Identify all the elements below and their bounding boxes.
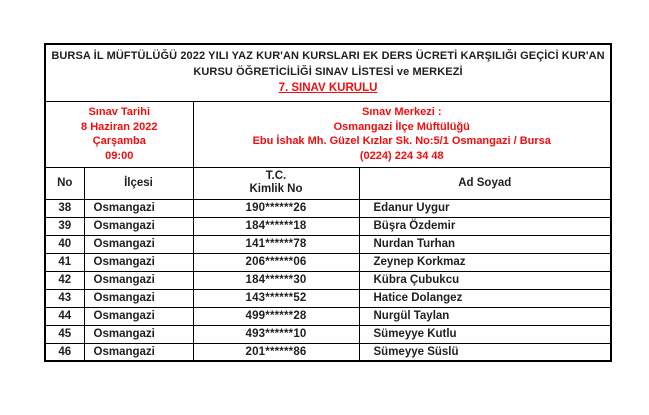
exam-center-phone: (0224) 224 34 48 xyxy=(359,149,444,162)
cell-tc-no: 201******86 xyxy=(192,342,360,362)
table-row: 45 Osmangazi 493******10 Sümeyye Kutlu xyxy=(44,324,612,344)
cell-name: Sümeyye Kutlu xyxy=(358,324,612,344)
column-header-district: İlçesi xyxy=(83,166,194,200)
exam-center-name: Osmangazi İlçe Müftülüğü xyxy=(333,120,470,133)
cell-tc-no: 184******18 xyxy=(192,216,360,236)
exam-date-cell: Sınav Tarihi 8 Haziran 2022 Çarşamba 09:… xyxy=(44,100,194,168)
cell-name: Kübra Çubukcu xyxy=(358,270,612,290)
cell-no: 40 xyxy=(44,234,85,254)
table-header-row: No İlçesi T.C. Kimlik No Ad Soyad xyxy=(44,166,612,200)
table-row: 43 Osmangazi 143******52 Hatice Dolangez xyxy=(44,288,612,308)
document-header-cell: BURSA İL MÜFTÜLÜĞÜ 2022 YILI YAZ KUR'AN … xyxy=(44,43,612,102)
column-header-tc: T.C. Kimlik No xyxy=(192,166,360,200)
table-row: 39 Osmangazi 184******18 Büşra Özdemir xyxy=(44,216,612,236)
cell-district: Osmangazi xyxy=(83,234,194,254)
exam-day-value: Çarşamba xyxy=(92,135,146,147)
cell-name: Edanur Uygur xyxy=(358,198,612,218)
exam-committee-title: 7. SINAV KURULU xyxy=(278,82,378,95)
document-title-line1: BURSA İL MÜFTÜLÜĞÜ 2022 YILI YAZ KUR'AN … xyxy=(51,50,605,63)
cell-no: 42 xyxy=(44,270,85,290)
exam-date-value: 8 Haziran 2022 xyxy=(81,120,158,133)
cell-no: 46 xyxy=(44,342,85,362)
table-row: 40 Osmangazi 141******78 Nurdan Turhan xyxy=(44,234,612,254)
cell-name: Büşra Özdemir xyxy=(358,216,612,236)
exam-center-label: Sınav Merkezi : xyxy=(362,106,442,118)
cell-district: Osmangazi xyxy=(83,270,194,290)
cell-name: Nurgül Taylan xyxy=(358,306,612,326)
table-row: 41 Osmangazi 206******06 Zeynep Korkmaz xyxy=(44,252,612,272)
cell-tc-no: 206******06 xyxy=(192,252,360,272)
cell-no: 38 xyxy=(44,198,85,218)
cell-district: Osmangazi xyxy=(83,324,194,344)
document-header-row: BURSA İL MÜFTÜLÜĞÜ 2022 YILI YAZ KUR'AN … xyxy=(44,43,612,102)
cell-name: Zeynep Korkmaz xyxy=(358,252,612,272)
column-header-name: Ad Soyad xyxy=(358,166,612,200)
cell-name: Sümeyye Süslü xyxy=(358,342,612,362)
column-header-no: No xyxy=(44,166,85,200)
exam-center-address: Ebu İshak Mh. Güzel Kızlar Sk. No:5/1 Os… xyxy=(252,135,551,147)
cell-district: Osmangazi xyxy=(83,288,194,308)
cell-no: 43 xyxy=(44,288,85,308)
cell-name: Nurdan Turhan xyxy=(358,234,612,254)
cell-tc-no: 141******78 xyxy=(192,234,360,254)
exam-time-value: 09:00 xyxy=(105,149,134,162)
cell-no: 44 xyxy=(44,306,85,326)
cell-no: 39 xyxy=(44,216,85,236)
table-row: 38 Osmangazi 190******26 Edanur Uygur xyxy=(44,198,612,218)
cell-tc-no: 143******52 xyxy=(192,288,360,308)
cell-no: 41 xyxy=(44,252,85,272)
cell-tc-no: 493******10 xyxy=(192,324,360,344)
cell-district: Osmangazi xyxy=(83,306,194,326)
table-row: 44 Osmangazi 499******28 Nurgül Taylan xyxy=(44,306,612,326)
cell-district: Osmangazi xyxy=(83,216,194,236)
cell-tc-no: 499******28 xyxy=(192,306,360,326)
exam-center-cell: Sınav Merkezi : Osmangazi İlçe Müftülüğü… xyxy=(192,100,612,168)
cell-district: Osmangazi xyxy=(83,342,194,362)
cell-tc-no: 184******30 xyxy=(192,270,360,290)
cell-district: Osmangazi xyxy=(83,198,194,218)
cell-tc-no: 190******26 xyxy=(192,198,360,218)
exam-date-label: Sınav Tarihi xyxy=(88,106,151,118)
exam-list-table: BURSA İL MÜFTÜLÜĞÜ 2022 YILI YAZ KUR'AN … xyxy=(44,43,613,362)
document-title-line2: KURSU ÖĞRETİCİLİĞİ SINAV LİSTESİ ve MERK… xyxy=(193,66,463,79)
cell-name: Hatice Dolangez xyxy=(358,288,612,308)
table-row: 42 Osmangazi 184******30 Kübra Çubukcu xyxy=(44,270,612,290)
table-row: 46 Osmangazi 201******86 Sümeyye Süslü xyxy=(44,342,612,362)
cell-no: 45 xyxy=(44,324,85,344)
column-header-tc-line2: Kimlik No xyxy=(249,183,303,195)
column-header-tc-line1: T.C. xyxy=(265,170,287,182)
cell-district: Osmangazi xyxy=(83,252,194,272)
exam-info-row: Sınav Tarihi 8 Haziran 2022 Çarşamba 09:… xyxy=(44,100,612,168)
